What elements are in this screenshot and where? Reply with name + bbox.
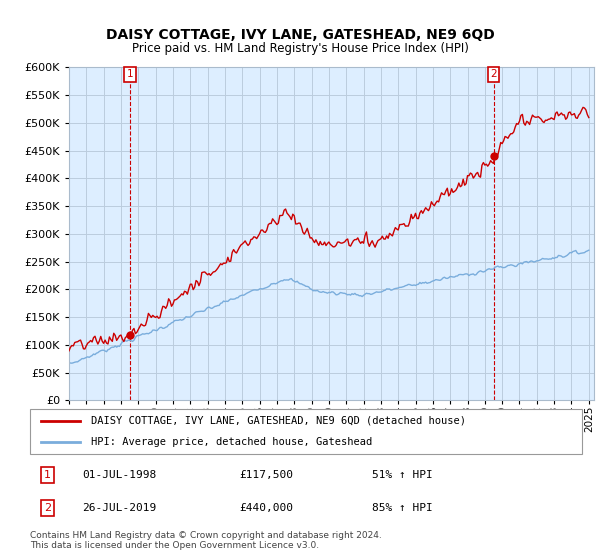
Text: Contains HM Land Registry data © Crown copyright and database right 2024.
This d: Contains HM Land Registry data © Crown c…	[30, 531, 382, 550]
Text: 2: 2	[44, 503, 51, 513]
Text: Price paid vs. HM Land Registry's House Price Index (HPI): Price paid vs. HM Land Registry's House …	[131, 42, 469, 55]
Text: 26-JUL-2019: 26-JUL-2019	[82, 503, 157, 513]
Text: 2: 2	[490, 69, 497, 80]
Text: 01-JUL-1998: 01-JUL-1998	[82, 470, 157, 480]
FancyBboxPatch shape	[30, 409, 582, 454]
Text: 85% ↑ HPI: 85% ↑ HPI	[372, 503, 433, 513]
Text: HPI: Average price, detached house, Gateshead: HPI: Average price, detached house, Gate…	[91, 436, 372, 446]
Text: £440,000: £440,000	[240, 503, 294, 513]
Text: £117,500: £117,500	[240, 470, 294, 480]
Text: 51% ↑ HPI: 51% ↑ HPI	[372, 470, 433, 480]
Text: DAISY COTTAGE, IVY LANE, GATESHEAD, NE9 6QD (detached house): DAISY COTTAGE, IVY LANE, GATESHEAD, NE9 …	[91, 416, 466, 426]
Text: 1: 1	[44, 470, 51, 480]
Text: 1: 1	[127, 69, 133, 80]
Text: DAISY COTTAGE, IVY LANE, GATESHEAD, NE9 6QD: DAISY COTTAGE, IVY LANE, GATESHEAD, NE9 …	[106, 28, 494, 42]
